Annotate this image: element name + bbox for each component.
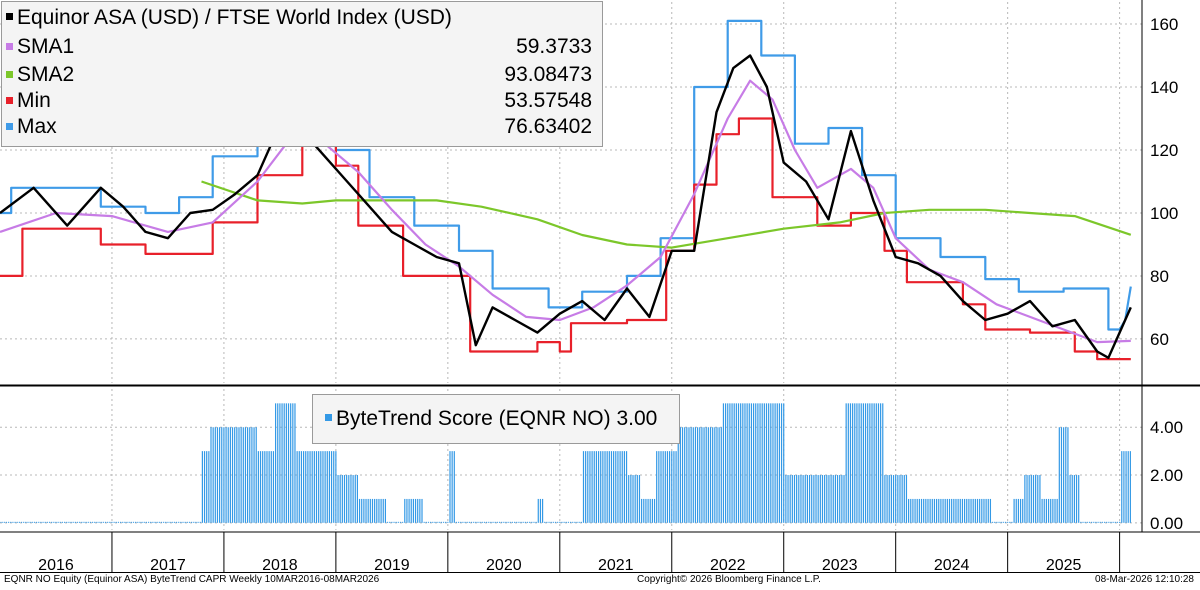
series-line-sma1: [0, 79, 1131, 344]
legend-title: Equinor ASA (USD) / FTSE World Index (US…: [17, 6, 452, 29]
price-legend: Equinor ASA (USD) / FTSE World Index (US…: [1, 1, 603, 147]
score-value: 3.00: [616, 407, 658, 430]
series-line-max: [0, 19, 1132, 331]
y-tick-label: 60: [1150, 330, 1169, 349]
legend-value: 93.08473: [504, 63, 592, 86]
legend-row-min: Min 53.57548: [6, 89, 600, 113]
series-line-min: [0, 117, 1131, 361]
y-tick-label: 4.00: [1150, 418, 1183, 437]
price-lines: [0, 19, 1132, 361]
x-tick-label: 2019: [374, 557, 410, 574]
legend-label: SMA1: [17, 35, 75, 58]
legend-label: Max: [17, 115, 57, 138]
legend-value: 53.57548: [504, 89, 592, 112]
tick-labels: 60 80 100 120 140 160 0.00 2.00 4.00 2016 2017 2018…: [38, 15, 1183, 574]
score-swatch: [325, 414, 332, 421]
x-tick-label: 2020: [486, 557, 522, 574]
score-bars: [0, 403, 1131, 523]
legend-label: Min: [17, 89, 51, 112]
y-tick-label: 100: [1150, 204, 1178, 223]
score-legend-row: ByteTrend Score (EQNR NO) 3.00: [319, 407, 657, 431]
x-tick-label: 2018: [262, 557, 298, 574]
x-tick-label: 2024: [934, 557, 970, 574]
x-tick-label: 2017: [150, 557, 186, 574]
axes: [0, 0, 1200, 573]
legend-value: 59.3733: [516, 35, 592, 58]
footer-timestamp: 08-Mar-2026 12:10:28: [1095, 574, 1194, 585]
x-tick-label: 2023: [822, 557, 858, 574]
y-tick-label: 80: [1150, 267, 1169, 286]
legend-row-max: Max 76.63402: [6, 115, 600, 139]
footer-source: EQNR NO Equity (Equinor ASA) ByteTrend C…: [4, 574, 380, 585]
x-tick-label: 2016: [38, 557, 74, 574]
score-legend: ByteTrend Score (EQNR NO) 3.00: [312, 394, 680, 444]
price-ratio-line: [0, 54, 1132, 359]
price-swatch: [6, 13, 13, 20]
y-tick-label: 120: [1150, 141, 1178, 160]
x-tick-label: 2021: [598, 557, 634, 574]
series-line-sma2: [201, 180, 1132, 249]
legend-value: 76.63402: [504, 115, 592, 138]
sma2-swatch: [6, 71, 13, 78]
y-tick-label: 160: [1150, 15, 1178, 34]
legend-row-sma1: SMA1 59.3733: [6, 35, 600, 59]
y-tick-label: 0.00: [1150, 514, 1183, 533]
sma1-swatch: [6, 43, 13, 50]
legend-row-sma2: SMA2 93.08473: [6, 63, 600, 87]
max-swatch: [6, 123, 13, 130]
min-swatch: [6, 97, 13, 104]
legend-label: SMA2: [17, 63, 75, 86]
legend-title-row: Equinor ASA (USD) / FTSE World Index (US…: [6, 6, 452, 30]
y-tick-label: 2.00: [1150, 466, 1183, 485]
y-tick-label: 140: [1150, 78, 1178, 97]
x-tick-label: 2025: [1046, 557, 1082, 574]
score-label: ByteTrend Score (EQNR NO): [336, 407, 611, 430]
footer-copyright: Copyright© 2026 Bloomberg Finance L.P.: [637, 574, 821, 585]
x-tick-label: 2022: [710, 557, 746, 574]
